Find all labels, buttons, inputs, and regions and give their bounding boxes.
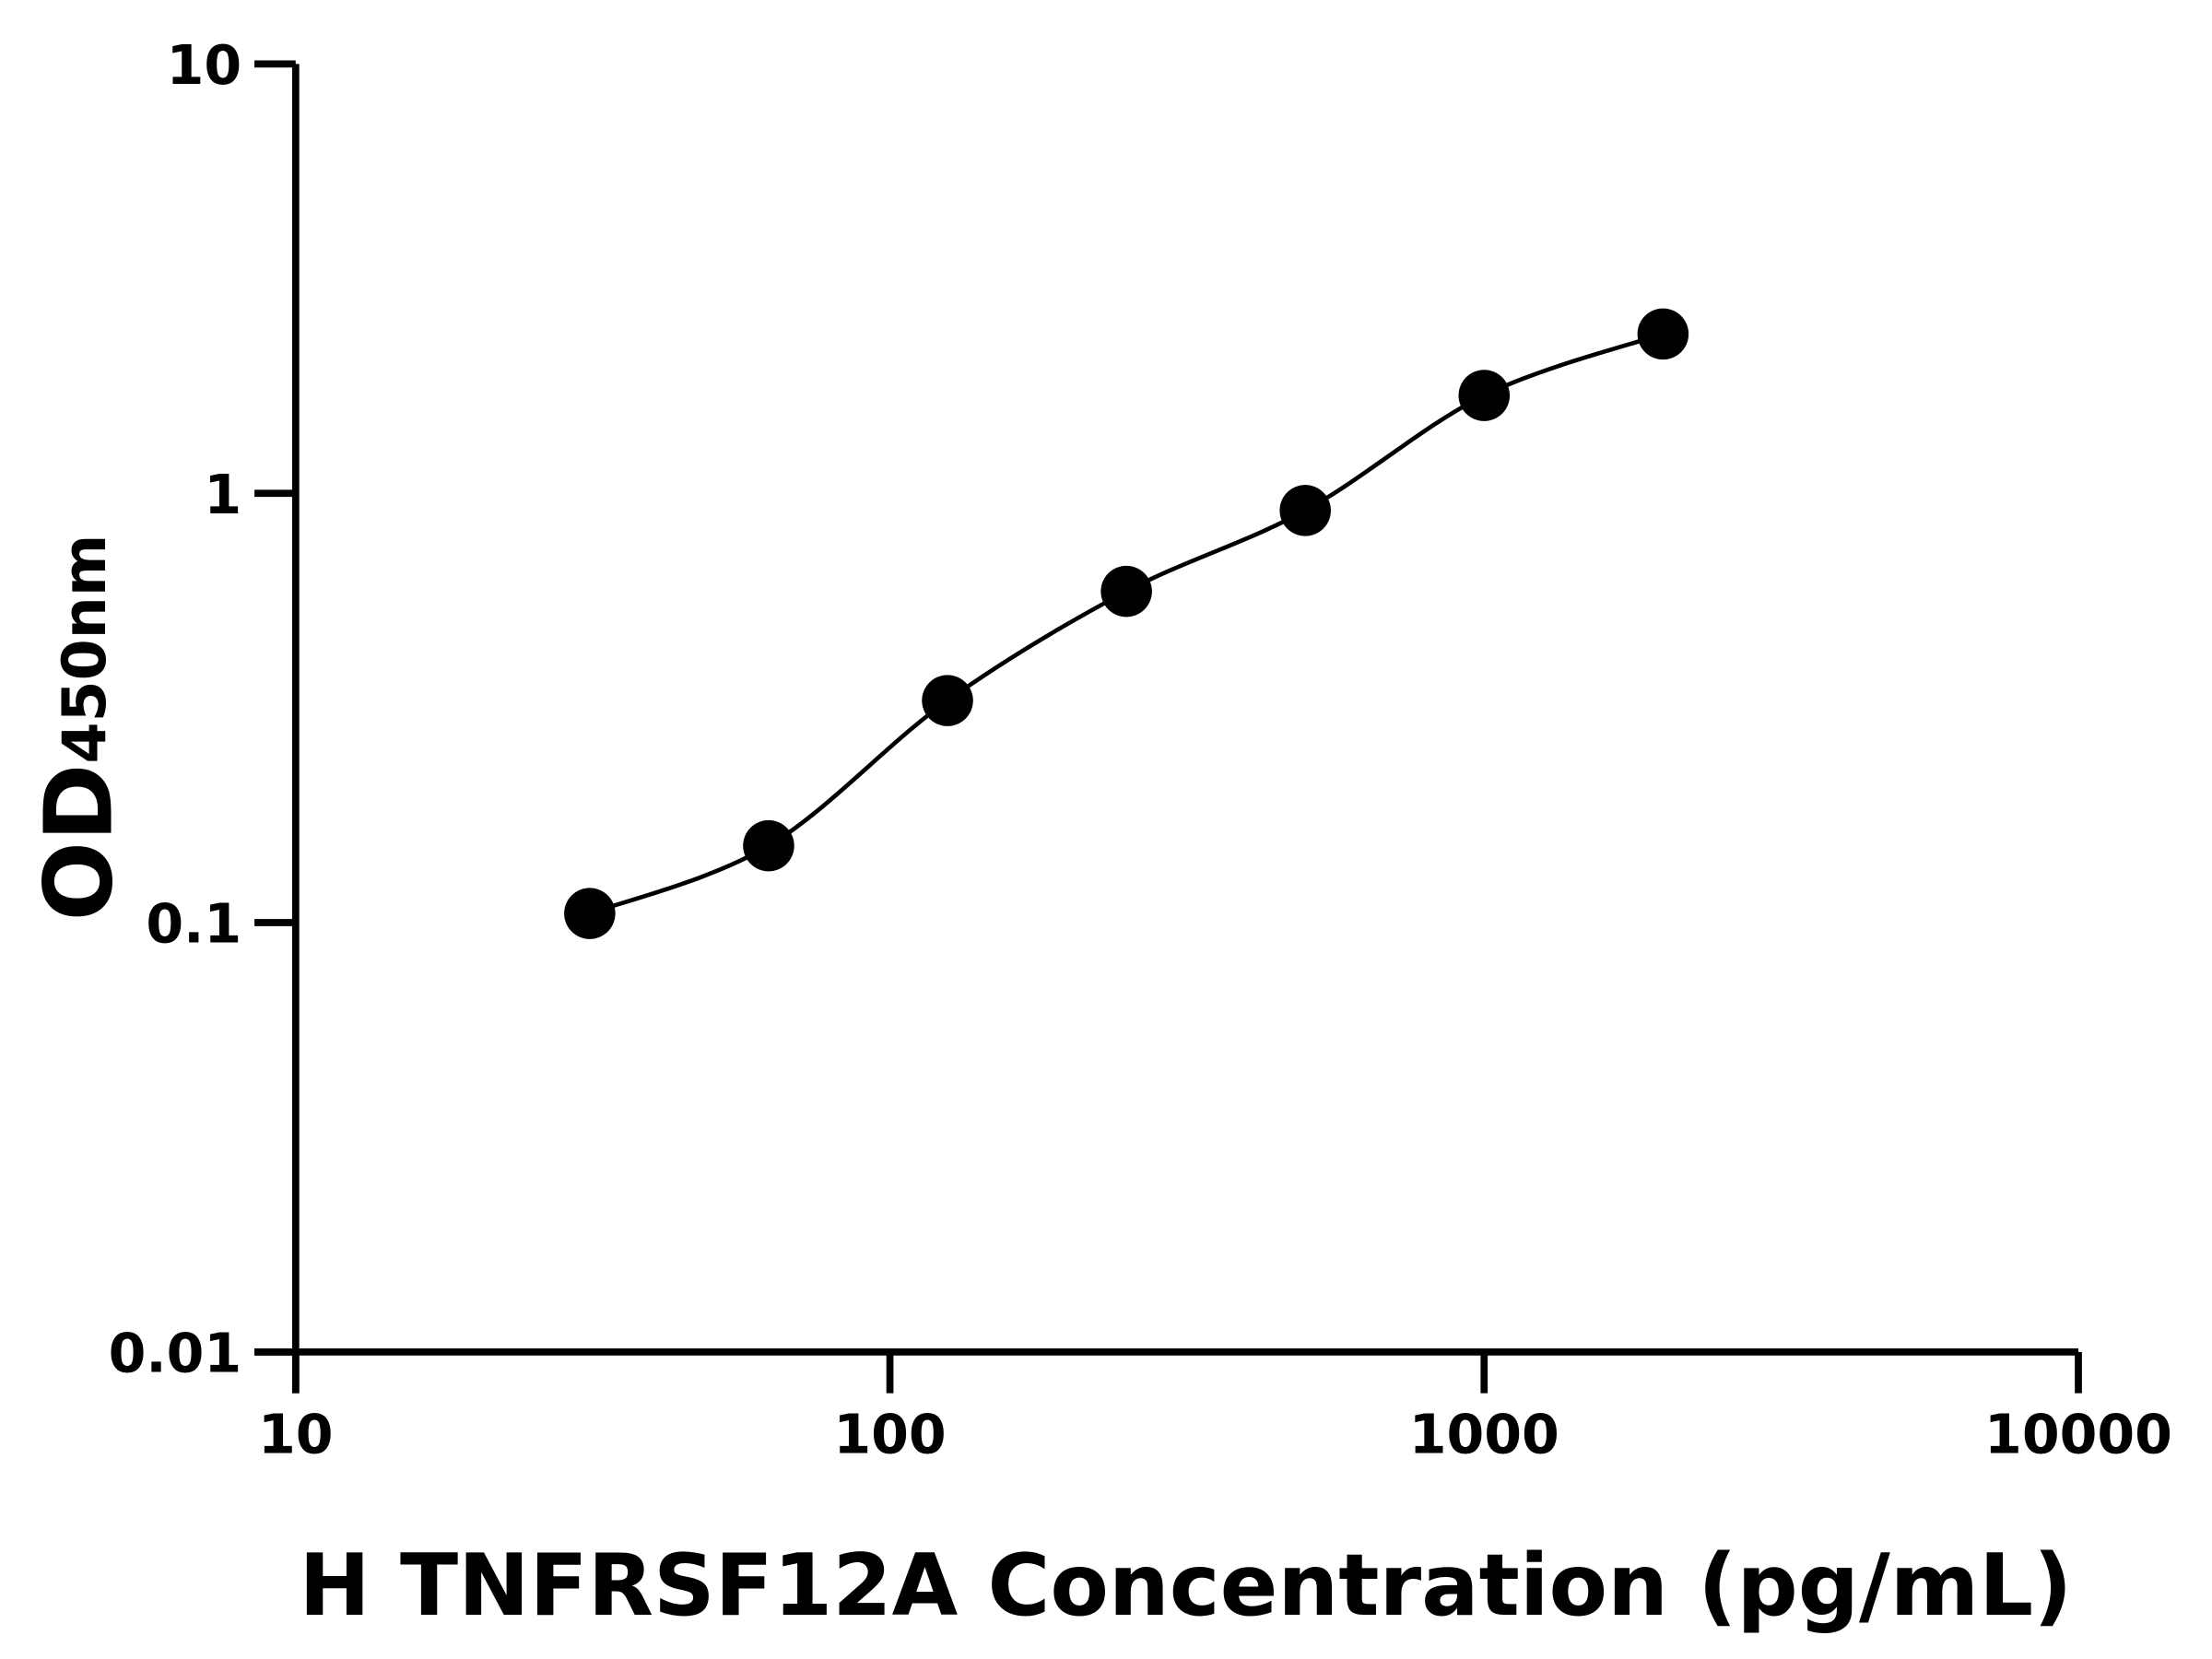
x-tick-label: 10 [258, 1403, 334, 1465]
data-point [1100, 565, 1152, 618]
data-point [564, 888, 616, 939]
y-axis-label-sub: 450nm [51, 535, 120, 764]
data-points [564, 308, 1689, 939]
x-tick-label: 10000 [1984, 1403, 2172, 1465]
y-axis-label: OD450nm [25, 535, 134, 922]
data-point [1279, 485, 1331, 536]
y-tick-label: 1 [204, 464, 241, 526]
data-point [743, 819, 794, 872]
x-tick-label: 100 [833, 1403, 946, 1465]
data-point [1458, 370, 1511, 421]
y-tick-label: 0.1 [146, 893, 241, 956]
svg-text:OD450nm: OD450nm [25, 535, 134, 922]
x-axis-label: H TNFRSF12A Concentration (pg/mL) [299, 1535, 2072, 1635]
data-point [1637, 308, 1689, 360]
y-tick-label: 0.01 [109, 1322, 242, 1384]
data-point [922, 675, 973, 726]
fit-curve [589, 332, 1665, 916]
axes: 10 100 1000 10000 0.01 0.1 1 10 [109, 34, 2172, 1465]
fit-curve-layer [589, 332, 1665, 916]
y-tick-label: 10 [167, 34, 242, 97]
y-axis-label-main: OD [25, 763, 134, 921]
x-tick-label: 1000 [1409, 1403, 1559, 1465]
